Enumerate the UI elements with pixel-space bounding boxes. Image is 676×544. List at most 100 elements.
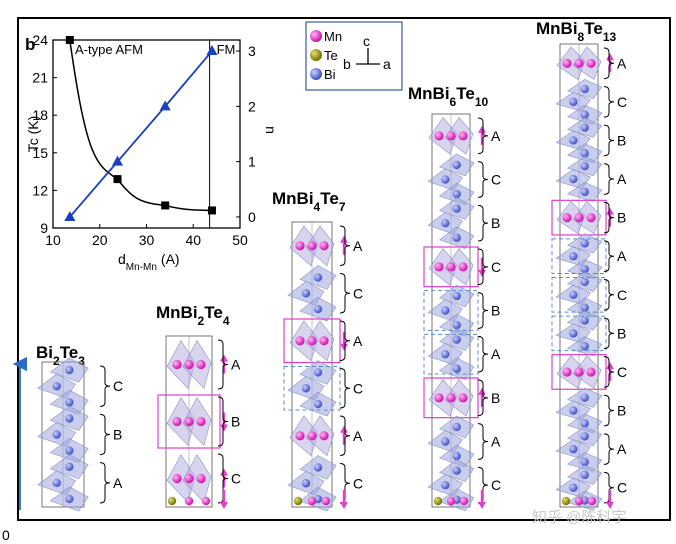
spacer-layer-box: [423, 290, 479, 331]
bi-atom: [52, 478, 61, 488]
bi-atom: [569, 136, 578, 145]
n-data-point: [112, 155, 124, 166]
mn-atom: [307, 431, 317, 441]
layer-label: A: [231, 357, 241, 373]
layer-label: A: [617, 248, 627, 264]
bi-atom: [569, 97, 578, 107]
mn-atom: [458, 131, 468, 141]
bi-atom: [580, 161, 589, 171]
layer-brace: [477, 292, 489, 329]
layer-brace: [339, 225, 351, 266]
y-right-tick-label: 3: [248, 43, 256, 59]
magnetic-layer-box: [551, 354, 607, 390]
tc-data-point: [65, 36, 74, 44]
structure-3: A C B C B A B A C: [423, 113, 501, 511]
mn-atom: [446, 262, 456, 272]
mn-atom: [196, 416, 206, 427]
layer-label: B: [491, 390, 500, 406]
bi-atom: [580, 110, 589, 119]
layer-brace: [603, 201, 615, 234]
bi-atom: [580, 123, 589, 132]
mn-atom: [184, 359, 194, 370]
spacer-layer-box: [551, 238, 607, 275]
layer-label: A: [617, 55, 627, 71]
bi-atom: [441, 480, 450, 490]
layer-label: B: [617, 403, 626, 419]
layer-brace: [477, 204, 489, 242]
layer-label: C: [617, 480, 627, 496]
layer-brace: [477, 423, 489, 460]
layer-label: A: [113, 475, 123, 491]
mn-atom: [446, 393, 456, 403]
bi-atom: [580, 149, 589, 158]
mn-atom: [574, 213, 584, 223]
layer-brace: [339, 273, 351, 314]
bi-atom: [452, 466, 461, 475]
layer-label: C: [353, 380, 363, 396]
bi-atom: [441, 306, 450, 315]
layer-label: C: [617, 364, 627, 380]
formula-mnbi4te7: MnBi4Te7: [272, 189, 346, 214]
bi-atom: [441, 437, 450, 446]
layer-brace: [603, 163, 615, 195]
bi-atom: [301, 289, 311, 298]
y-left-axis-label: Tc (K): [25, 116, 41, 153]
layer-label: B: [617, 210, 626, 226]
mn-atom: [295, 431, 305, 441]
layer-brace: [217, 453, 229, 504]
layer-brace: [477, 117, 489, 155]
bi-atom: [65, 494, 74, 504]
layer-label: C: [353, 285, 363, 301]
bi-atom: [52, 381, 61, 391]
bi-atom: [569, 329, 578, 338]
mn-atom: [172, 416, 182, 427]
layer-label: C: [617, 94, 627, 110]
bi-atom: [569, 290, 578, 299]
bi-atom: [313, 273, 323, 282]
spin-arrow-head: [478, 387, 486, 395]
layer-brace: [603, 240, 615, 272]
axis-c-label: c: [363, 33, 370, 49]
x-axis-label: dMn-Mn (A): [118, 251, 180, 273]
spacer-layer-box: [551, 315, 607, 352]
layer-brace: [339, 368, 351, 409]
n-data-point: [64, 210, 76, 221]
spin-arrow-head: [606, 361, 614, 369]
layer-label: B: [491, 303, 500, 319]
magnetic-layer-box: [423, 246, 479, 288]
bi-atom: [569, 483, 578, 492]
te-atom: [561, 496, 571, 506]
spacer-layer-box: [551, 277, 607, 313]
axis-b-label: b: [343, 56, 351, 72]
mn-atom: [562, 58, 572, 68]
mn-atom: [574, 58, 584, 68]
mn-atom: [172, 473, 182, 484]
spin-arrow-head: [606, 502, 614, 509]
y-left-tick-label: 12: [32, 182, 48, 198]
bi-atom: [569, 444, 578, 454]
mn-atom: [319, 431, 329, 441]
x-axis-label-main: d: [118, 251, 126, 267]
legend-bi-marker: [310, 68, 322, 80]
mn-atom: [307, 336, 317, 346]
structure-4: A C B A B A C B C B A C: [551, 43, 627, 511]
bi-atom: [580, 84, 589, 94]
mn-atom: [295, 241, 305, 251]
formula-bi2te3: Bi2Te3: [36, 343, 85, 368]
layer-brace: [603, 47, 615, 80]
mn-atom: [586, 213, 596, 223]
mn-atom: [446, 496, 456, 506]
layer-brace: [477, 161, 489, 198]
tc-data-point: [113, 175, 122, 184]
bi-atom: [65, 414, 74, 423]
mn-atom: [434, 262, 444, 272]
spin-arrow-head: [340, 502, 348, 509]
bi-atom: [301, 384, 311, 393]
layer-label: B: [113, 427, 122, 443]
layer-label: A: [491, 346, 501, 362]
bi-atom: [313, 368, 323, 377]
bi-atom: [569, 252, 578, 261]
y-right-tick-label: 2: [248, 98, 256, 114]
